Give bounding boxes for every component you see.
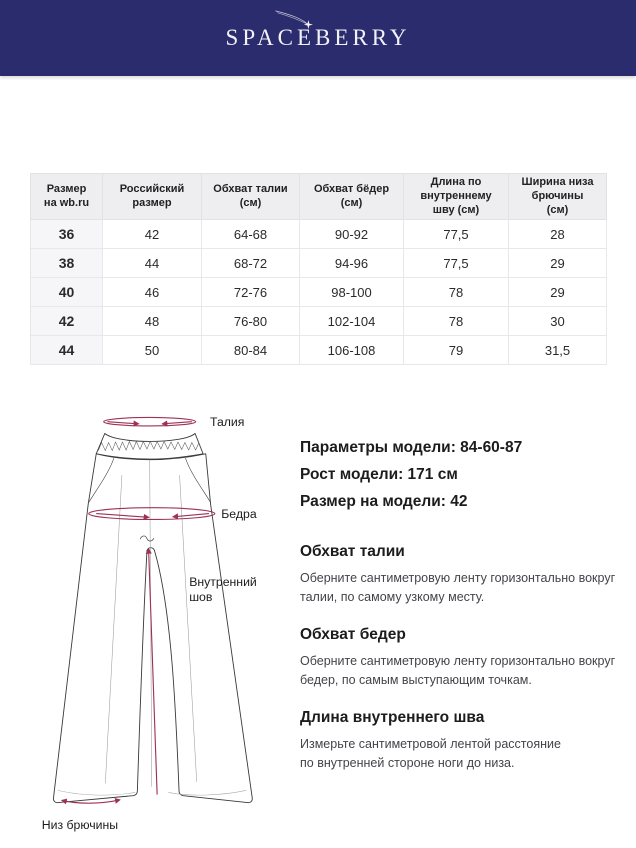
- svg-text:Талия: Талия: [210, 415, 244, 429]
- svg-text:Низ брючины: Низ брючины: [42, 818, 118, 832]
- svg-text:шов: шов: [189, 590, 212, 604]
- svg-text:Бедра: Бедра: [221, 507, 257, 521]
- svg-text:Внутренний: Внутренний: [189, 575, 257, 589]
